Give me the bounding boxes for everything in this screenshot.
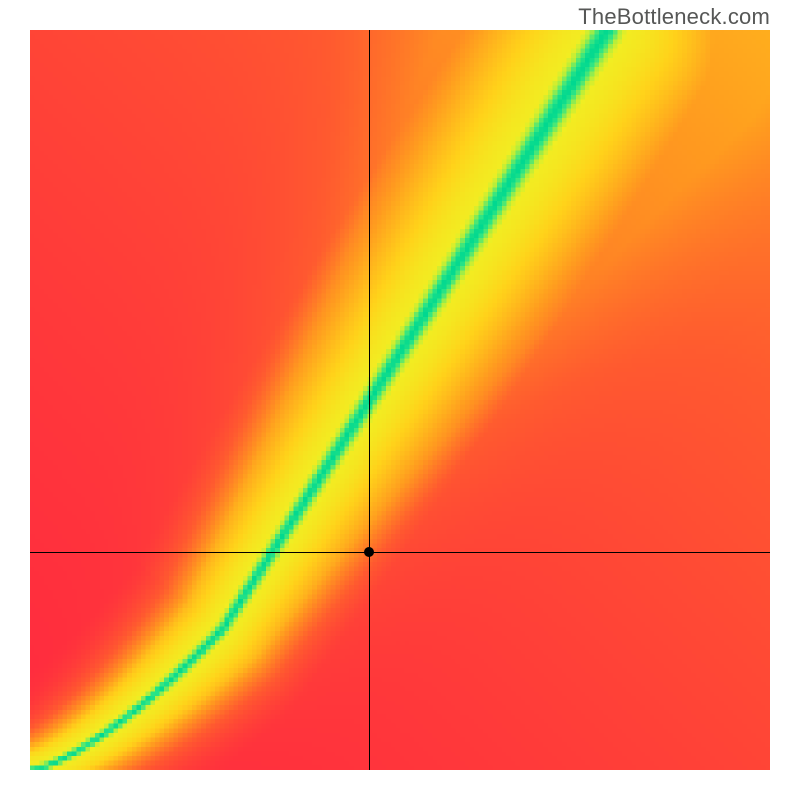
- watermark-text: TheBottleneck.com: [578, 4, 770, 30]
- crosshair-horizontal: [30, 552, 770, 553]
- heatmap-canvas: [30, 30, 770, 770]
- crosshair-vertical: [369, 30, 370, 770]
- chart-container: TheBottleneck.com: [0, 0, 800, 800]
- data-point-marker: [364, 547, 374, 557]
- plot-area: [30, 30, 770, 770]
